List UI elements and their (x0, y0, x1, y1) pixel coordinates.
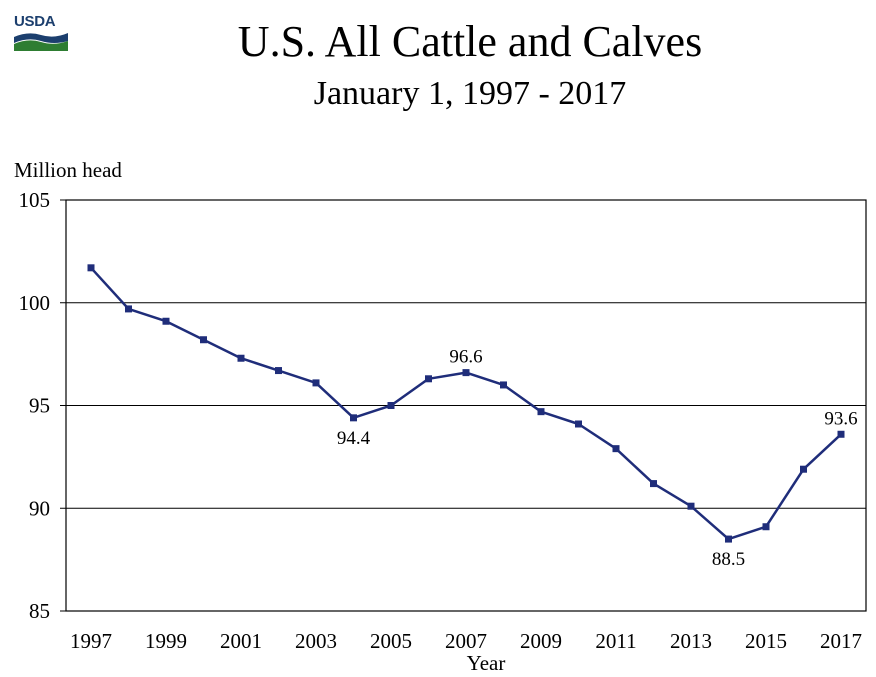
data-label: 93.6 (824, 408, 857, 429)
data-point-marker (575, 420, 582, 428)
x-axis-title: Year (467, 651, 506, 675)
y-tick-label: 105 (19, 188, 51, 212)
data-point-marker (800, 465, 807, 473)
y-tick-label: 85 (29, 599, 50, 623)
usda-logo: USDA (14, 14, 68, 52)
x-tick-label: 2005 (370, 629, 412, 653)
x-tick-label: 2009 (520, 629, 562, 653)
data-label: 88.5 (712, 549, 745, 570)
y-tick-label: 95 (29, 394, 50, 418)
x-tick-label: 2011 (595, 629, 636, 653)
data-point-marker (462, 369, 470, 377)
data-point-marker (87, 264, 95, 272)
data-point-marker (537, 408, 545, 416)
usda-landscape-icon (14, 33, 68, 51)
data-point-marker (200, 336, 207, 344)
data-point-marker (425, 375, 432, 383)
y-tick-label: 90 (29, 496, 50, 520)
x-tick-label: 2017 (820, 629, 862, 653)
data-point-marker (387, 402, 395, 409)
data-point-marker (237, 354, 245, 362)
x-tick-label: 2003 (295, 629, 337, 653)
data-point-marker (312, 379, 320, 387)
y-tick-label: 100 (19, 291, 51, 315)
data-point-marker (500, 381, 507, 389)
data-point-marker (650, 480, 657, 488)
data-point-marker (612, 445, 620, 453)
x-tick-label: 2007 (445, 629, 487, 653)
x-tick-label: 2013 (670, 629, 712, 653)
data-point-marker (350, 414, 357, 422)
series-line (90, 266, 842, 541)
x-tick-label: 2015 (745, 629, 787, 653)
x-tick-label: 1997 (70, 629, 112, 653)
data-point-marker (162, 317, 170, 325)
data-label: 96.6 (449, 347, 482, 368)
data-point-marker (687, 502, 695, 510)
data-point-marker (837, 430, 845, 438)
data-point-marker (125, 305, 132, 313)
chart-subtitle: January 1, 1997 - 2017 (313, 75, 627, 112)
y-axis-unit-label: Million head (14, 158, 122, 182)
data-point-marker (762, 523, 770, 531)
x-tick-label: 2001 (220, 629, 262, 653)
data-point-marker (725, 535, 732, 543)
usda-logo-text: USDA (14, 13, 56, 30)
data-label: 94.4 (337, 428, 371, 449)
chart-title: U.S. All Cattle and Calves (237, 17, 703, 66)
data-point-marker (275, 367, 282, 375)
x-tick-label: 1999 (145, 629, 187, 653)
plot-area-border (65, 199, 867, 612)
